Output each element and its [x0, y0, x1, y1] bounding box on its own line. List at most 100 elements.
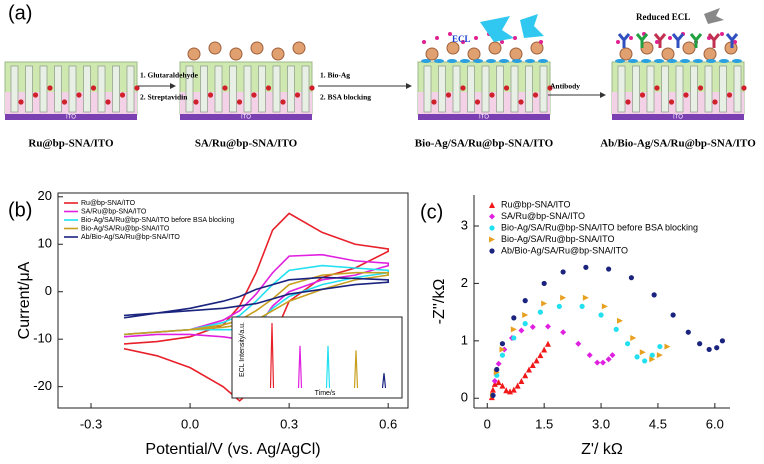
x-tick-label: 0.6 [379, 416, 397, 431]
streptavidin [661, 47, 675, 61]
point [533, 357, 540, 364]
ecl-flash [520, 14, 544, 38]
point [489, 386, 496, 393]
legend-label: Bio-Ag/SA/Ru@bp-SNA/ITO [81, 225, 170, 232]
pore [68, 65, 77, 113]
streptavidin [446, 41, 460, 55]
point [541, 280, 547, 287]
point [628, 275, 634, 281]
pore [496, 65, 504, 113]
step-label: 2. BSA blocking [320, 93, 371, 102]
point [656, 352, 663, 359]
point [514, 382, 521, 389]
y-axis-label: Current/μA [16, 261, 33, 339]
bio-ag [655, 40, 659, 44]
point [605, 356, 612, 363]
bsa [434, 59, 444, 63]
x-tick-label: 4.5 [649, 416, 667, 431]
probe-dot [280, 99, 286, 105]
arrowhead [406, 83, 412, 89]
bsa [499, 59, 509, 63]
electrode-label: Ab/Bio-Ag/SA/Ru@bp-SNA/ITO [600, 138, 756, 150]
x-tick-label: 1.5 [535, 416, 553, 431]
inset-frame [231, 316, 403, 399]
substrate-label: ITO [479, 115, 489, 121]
bsa [525, 59, 535, 63]
x-tick-label: -0.3 [80, 416, 102, 431]
pore [704, 65, 713, 113]
inset-x-label: Time/s [315, 390, 336, 397]
bio-ag [668, 36, 672, 40]
point [544, 340, 551, 347]
panel-label: (b) [8, 199, 32, 221]
point [510, 326, 517, 333]
probe-dot [445, 92, 452, 98]
point [518, 378, 525, 385]
streptavidin [425, 47, 439, 61]
ito-base [5, 114, 137, 120]
electrode: ITO [611, 32, 747, 121]
probe-dot [668, 99, 675, 105]
ito-base [180, 114, 312, 120]
antibody [725, 33, 739, 48]
point [639, 349, 646, 356]
point [522, 321, 528, 327]
pore [646, 65, 655, 113]
probe-dot [47, 85, 53, 91]
point [525, 366, 532, 373]
bsa [615, 59, 625, 63]
ecl-spike [381, 373, 387, 389]
point [490, 392, 496, 398]
pore [452, 65, 461, 113]
legend-label: Ru@bp-SNA/ITO [501, 199, 571, 209]
electrode: ITO [179, 41, 315, 121]
point [582, 294, 589, 301]
point [649, 352, 655, 358]
point [625, 341, 631, 347]
pore [200, 65, 208, 113]
antibody [707, 33, 721, 48]
probe-dot [503, 85, 510, 91]
step-label: Antibody [550, 82, 580, 91]
probe-dot [90, 85, 97, 91]
bsa [486, 59, 496, 63]
probe-dot [265, 85, 272, 91]
electrode: ITO [417, 32, 553, 121]
point [522, 311, 529, 318]
probe-dot [236, 99, 243, 105]
point [598, 312, 604, 318]
cv-curve [123, 264, 389, 336]
y-tick-label: 0 [45, 283, 52, 298]
point [511, 335, 517, 341]
bio-ag [539, 40, 543, 44]
y-tick-label: 10 [38, 236, 52, 251]
probe-dot [547, 85, 553, 91]
x-tick-label: 0.3 [280, 416, 298, 431]
streptavidin [488, 41, 502, 55]
ecl-spike [269, 322, 275, 389]
bsa [447, 59, 457, 63]
pore [185, 65, 194, 113]
point [499, 341, 506, 347]
point [491, 378, 498, 385]
x-axis-label: Potential/V (vs. Ag/AgCl) [145, 441, 320, 458]
point [649, 356, 656, 363]
pore [83, 65, 91, 113]
point [541, 300, 548, 307]
ito-base [612, 114, 744, 120]
pore [126, 65, 135, 113]
streptavidin [187, 47, 201, 61]
probe-dot [76, 92, 82, 98]
ecl-spike [297, 345, 303, 389]
pore [438, 65, 446, 113]
pore [661, 65, 669, 113]
probe-dot [207, 92, 214, 98]
legend-label: Ru@bp-SNA/ITO [81, 200, 136, 207]
pore [539, 65, 548, 113]
x-tick-label: 3.0 [592, 416, 610, 431]
point [642, 358, 648, 364]
antibody [689, 33, 703, 48]
point [522, 298, 528, 304]
reduced-flash [704, 8, 724, 24]
